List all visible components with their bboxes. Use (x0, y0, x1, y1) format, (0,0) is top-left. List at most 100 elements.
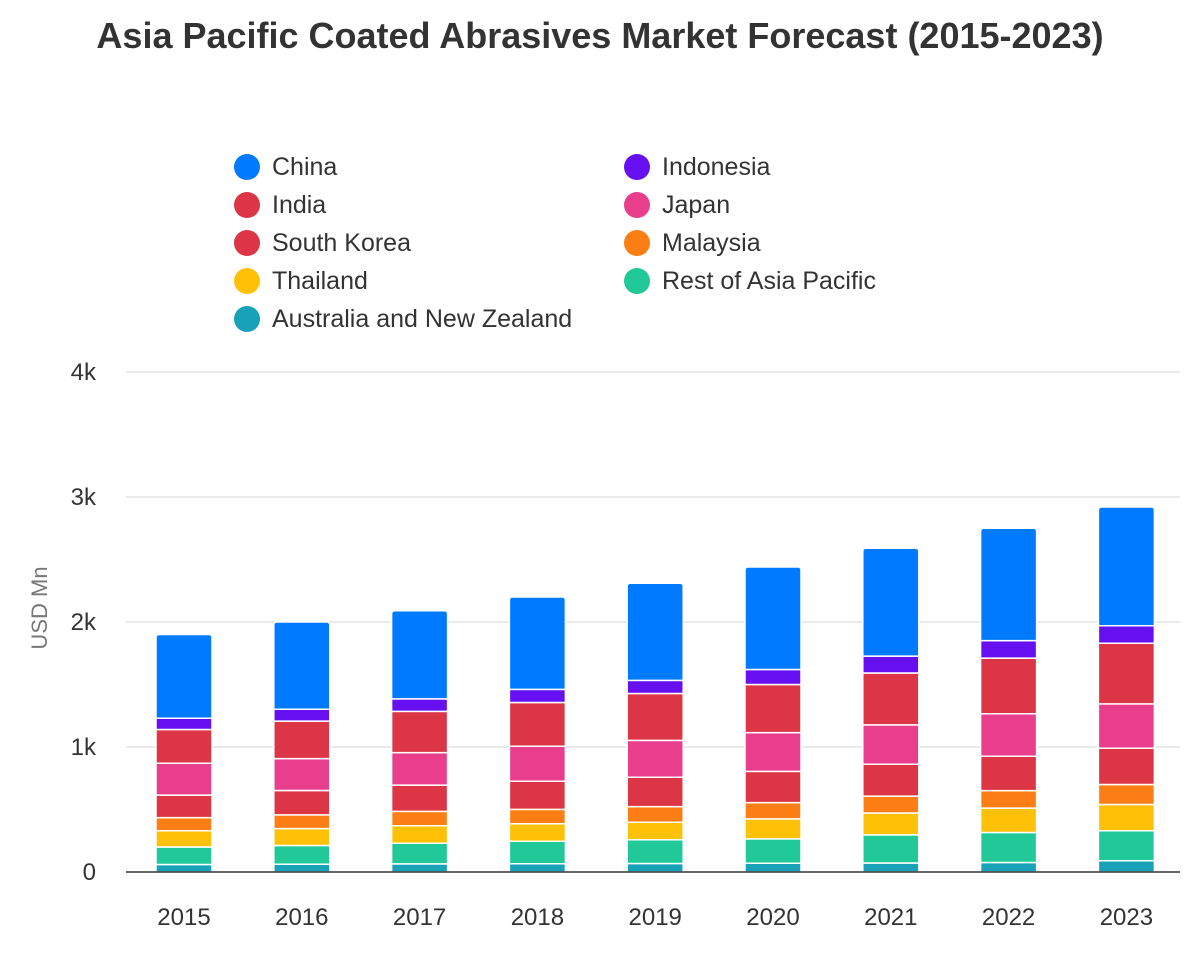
bar-segment (744, 731, 802, 773)
bar-segment (155, 846, 213, 866)
legend-swatch-india (234, 192, 260, 218)
y-tick-label: 2k (71, 609, 97, 636)
bar-segment (979, 789, 1038, 809)
legend-item-malaysia[interactable]: Malaysia (624, 224, 761, 262)
legend-label: Japan (662, 190, 731, 219)
x-tick-label: 2017 (393, 904, 446, 931)
bar-segment (390, 784, 449, 813)
bar-segment (862, 812, 920, 836)
bar-segment (155, 633, 213, 719)
bar-segment (979, 831, 1038, 864)
bar-segment (508, 745, 567, 782)
bar-segment (626, 582, 684, 682)
bar-segment (390, 863, 449, 873)
bar-segment (626, 776, 684, 808)
bar-segment (155, 863, 213, 873)
legend-swatch-malaysia (624, 230, 650, 256)
bar-segment (508, 688, 567, 704)
bar-segment (155, 728, 213, 764)
bar-segment (979, 755, 1038, 792)
x-tick-label: 2023 (1100, 904, 1153, 931)
y-tick-label: 3k (71, 484, 97, 511)
bar-segment (273, 789, 332, 816)
bar-segment (155, 762, 213, 796)
legend-label: Australia and New Zealand (272, 304, 573, 333)
bar-segment (155, 717, 213, 731)
bar-segment (979, 656, 1038, 715)
bar-segment (390, 842, 449, 865)
y-tick-label: 1k (71, 734, 97, 761)
bar-segment (273, 814, 331, 830)
bar-segment (1097, 506, 1156, 627)
bar-segment (155, 830, 213, 848)
bar-segment (979, 806, 1038, 834)
bar-segment (273, 844, 332, 865)
bar-segment (508, 823, 567, 842)
x-tick-label: 2018 (511, 904, 564, 931)
legend-label: Indonesia (662, 152, 771, 181)
bar-segment (862, 672, 920, 726)
bar-segment (390, 825, 449, 844)
bar-segment (273, 827, 332, 847)
legend-item-india[interactable]: India (234, 186, 326, 224)
bar-segment (862, 547, 920, 657)
bar-segment (508, 840, 567, 865)
legend-label: Rest of Asia Pacific (662, 266, 876, 295)
bar-segment (862, 834, 920, 864)
chart-title: Asia Pacific Coated Abrasives Market For… (96, 15, 1104, 56)
legend-item-indonesia[interactable]: Indonesia (624, 148, 770, 186)
bar-segment (508, 701, 567, 747)
legend-label: South Korea (272, 228, 411, 257)
bar-segment (744, 683, 802, 734)
legend-item-australia-and-new-zealand[interactable]: Australia and New Zealand (234, 300, 572, 338)
bar-segment (744, 801, 802, 820)
bar-segment (1097, 803, 1156, 832)
bar-segment (626, 739, 684, 778)
legend-label: Thailand (272, 266, 368, 295)
legend-item-china[interactable]: China (234, 148, 337, 186)
x-tick-label: 2016 (275, 904, 328, 931)
bar-segment (979, 713, 1038, 757)
legend-swatch-australia-and-new-zealand (234, 306, 260, 332)
bar-segment (1097, 783, 1156, 806)
bar-segment (744, 566, 802, 671)
bar-segment (273, 863, 332, 873)
bar-segment (744, 668, 802, 686)
bar-segment (1097, 747, 1156, 786)
bar-segment (744, 818, 802, 840)
x-tick-label: 2022 (982, 904, 1035, 931)
legend: China Indonesia India Japan South Korea … (234, 148, 934, 338)
bar-segment (508, 808, 567, 825)
legend-swatch-japan (624, 192, 650, 218)
bar-segment (979, 639, 1038, 659)
bar-segment (155, 794, 213, 819)
x-tick-label: 2021 (864, 904, 917, 931)
legend-label: Malaysia (662, 228, 761, 257)
legend-label: India (272, 190, 327, 219)
legend-swatch-indonesia (624, 154, 650, 180)
legend-item-south-korea[interactable]: South Korea (234, 224, 411, 262)
legend-swatch-south-korea (234, 230, 260, 256)
legend-item-thailand[interactable]: Thailand (234, 262, 368, 300)
bar-segment (273, 757, 331, 792)
bar-segment (390, 610, 449, 700)
bar-segment (626, 821, 684, 841)
bar-segment (155, 816, 213, 832)
bar-segment (626, 839, 684, 865)
bar-segment (508, 780, 567, 811)
x-tick-label: 2019 (629, 904, 682, 931)
bar-segment (862, 724, 920, 765)
bar-segment (744, 770, 802, 804)
legend-item-rest-of-asia-pacific[interactable]: Rest of Asia Pacific (624, 262, 876, 300)
bar-segment (979, 861, 1038, 873)
bar-segment (626, 679, 684, 695)
x-tick-label: 2020 (746, 904, 799, 931)
bar-segment (1097, 625, 1156, 644)
bar-segment (862, 862, 920, 873)
legend-item-japan[interactable]: Japan (624, 186, 730, 224)
bar-segment (626, 862, 684, 873)
legend-swatch-rest-of-asia-pacific (624, 268, 650, 294)
bar-segment (1097, 830, 1156, 862)
bar-segment (390, 810, 449, 827)
